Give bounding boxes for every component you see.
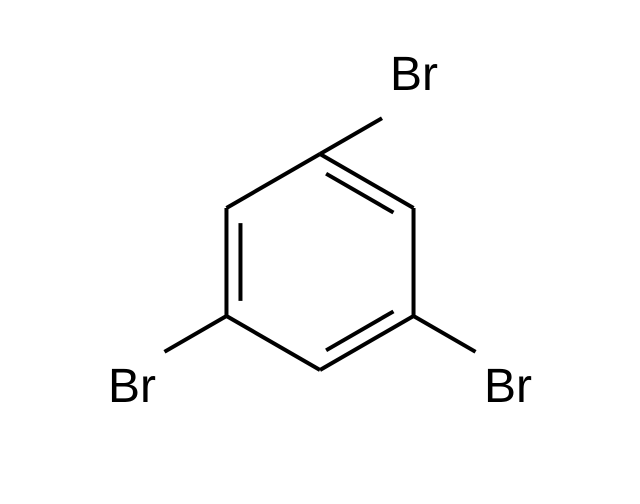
bond-c1-c2-outer [320,154,414,208]
bond-c6-c1 [226,154,320,208]
bond-c1-br [320,118,382,154]
bond-c3-br [414,316,476,352]
atom-label-br-right: Br [484,360,532,413]
bond-c3-c4-inner [326,311,393,350]
atom-label-br-top: Br [390,48,438,101]
molecule-canvas: Br Br Br [0,0,640,504]
bond-c5-br [164,316,226,352]
atom-label-br-left: Br [108,360,156,413]
benzene-ring [226,154,413,370]
bond-c3-c4-outer [320,316,414,370]
bond-c4-c5 [226,316,320,370]
bond-c1-c2-inner [326,174,393,213]
